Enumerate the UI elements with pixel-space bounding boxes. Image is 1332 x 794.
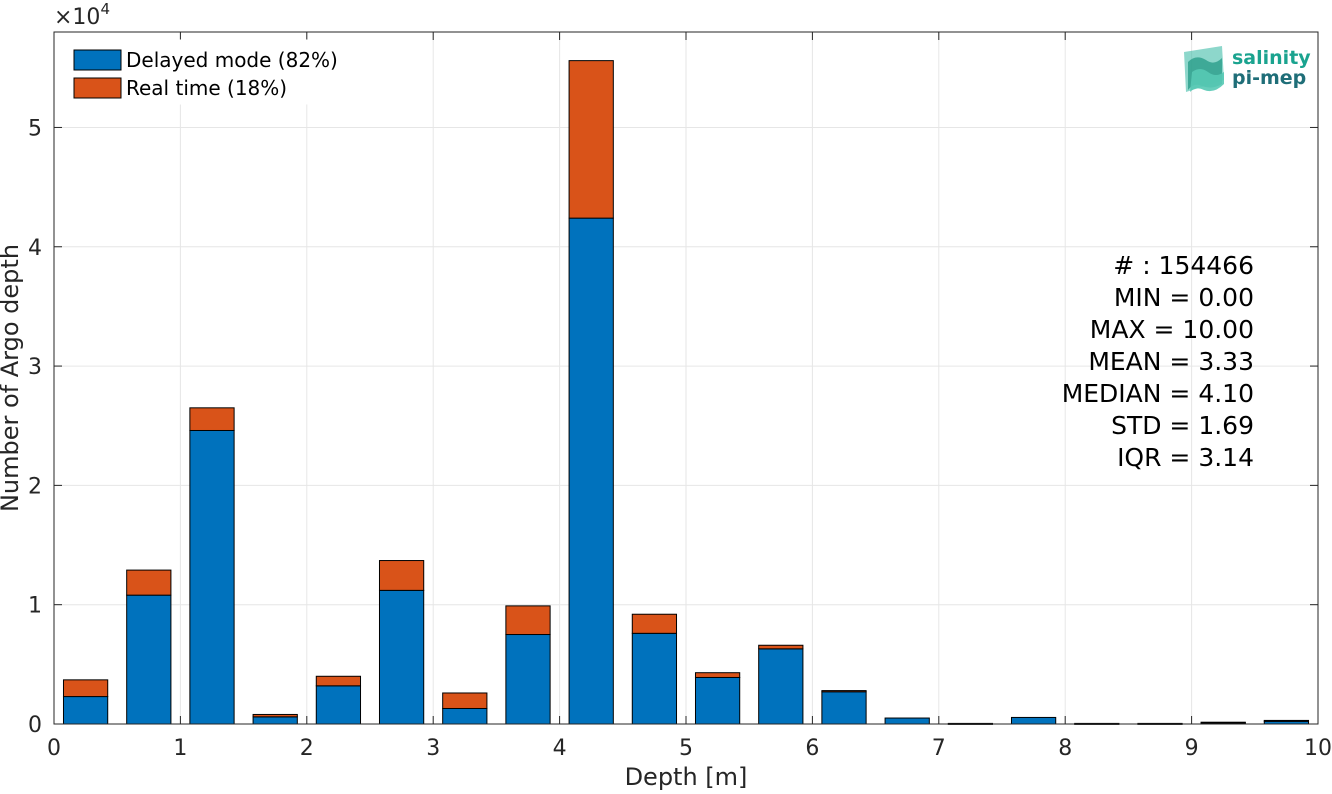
bar-delayed-mode (884, 717, 930, 725)
logo-text-line1: salinity (1232, 47, 1311, 69)
x-tick-label: 1 (173, 736, 187, 761)
stats-annotation: # : 154466 MIN = 0.00 MAX = 10.00 MEAN = 3.… (1062, 251, 1254, 472)
stats-line: MIN = 0.00 (1114, 283, 1254, 312)
bar-delayed-mode (442, 707, 488, 725)
bar-real-time (505, 605, 551, 636)
bar-real-time (378, 560, 425, 591)
bar-delayed-mode (631, 632, 678, 725)
bars-group (62, 60, 1310, 725)
bar-delayed-mode (62, 696, 109, 725)
legend-label-delayed: Delayed mode (82%) (126, 48, 338, 72)
bar-real-time (189, 407, 235, 431)
bar-real-time (442, 692, 488, 709)
stats-line: MEAN = 3.33 (1088, 347, 1254, 376)
bar-delayed-mode (505, 634, 551, 725)
stats-line: MAX = 10.00 (1090, 315, 1254, 344)
y-tick-label: 0 (28, 713, 42, 738)
stats-line: STD = 1.69 (1111, 411, 1254, 440)
logo-text-line2: pi-mep (1232, 67, 1306, 89)
x-tick-label: 6 (805, 736, 819, 761)
x-tick-label: 3 (426, 736, 440, 761)
bar-delayed-mode (126, 594, 172, 725)
x-tick-label: 4 (553, 736, 567, 761)
bar-delayed-mode (315, 685, 362, 725)
bar-real-time (126, 569, 172, 596)
x-tick-label: 10 (1304, 736, 1332, 761)
bar-delayed-mode (821, 691, 867, 725)
bar-real-time (694, 672, 741, 678)
x-tick-label: 8 (1058, 736, 1072, 761)
y-axis-label: Number of Argo depth (0, 244, 24, 512)
x-tick-label: 9 (1185, 736, 1199, 761)
bar-real-time (252, 713, 298, 718)
bar-real-time (62, 679, 109, 698)
bar-delayed-mode (378, 589, 425, 725)
legend-label-realtime: Real time (18%) (126, 76, 287, 100)
bar-real-time (821, 690, 867, 693)
axis-ticks: 0 1 2 3 4 5 6 7 8 9 10 0 1 2 3 4 5 (28, 32, 1332, 761)
x-tick-label: 2 (300, 736, 314, 761)
x-axis-label: Depth [m] (625, 763, 748, 791)
x-tick-label: 7 (932, 736, 946, 761)
salinity-pimep-logo: salinity pi-mep (1184, 46, 1311, 92)
stats-line: MEDIAN = 4.10 (1062, 379, 1254, 408)
bar-real-time (631, 613, 678, 634)
y-tick-label: 5 (28, 116, 42, 141)
legend-swatch-delayed (73, 49, 122, 71)
y-tick-label: 3 (28, 355, 42, 380)
bar-delayed-mode (758, 648, 804, 725)
stats-line: IQR = 3.14 (1117, 443, 1254, 472)
bar-real-time (568, 60, 614, 219)
bar-delayed-mode (694, 676, 741, 725)
stats-line: # : 154466 (1113, 251, 1254, 280)
y-axis-multiplier: ×104 (54, 0, 110, 30)
wave-logo-icon (1184, 46, 1224, 92)
x-tick-label: 5 (679, 736, 693, 761)
bar-delayed-mode (252, 716, 298, 725)
legend-swatch-realtime (73, 77, 122, 99)
bar-real-time (1200, 721, 1246, 724)
bar-delayed-mode (189, 429, 235, 725)
bar-real-time (315, 675, 362, 687)
bar-delayed-mode (1010, 716, 1057, 725)
y-tick-label: 4 (28, 236, 42, 261)
bar-delayed-mode (568, 217, 614, 725)
y-tick-label: 2 (28, 474, 42, 499)
bar-real-time (758, 644, 804, 650)
y-tick-label: 1 (28, 594, 42, 619)
legend: Delayed mode (82%) Real time (18%) (64, 39, 364, 105)
x-tick-label: 0 (47, 736, 61, 761)
bar-real-time (1263, 719, 1310, 722)
